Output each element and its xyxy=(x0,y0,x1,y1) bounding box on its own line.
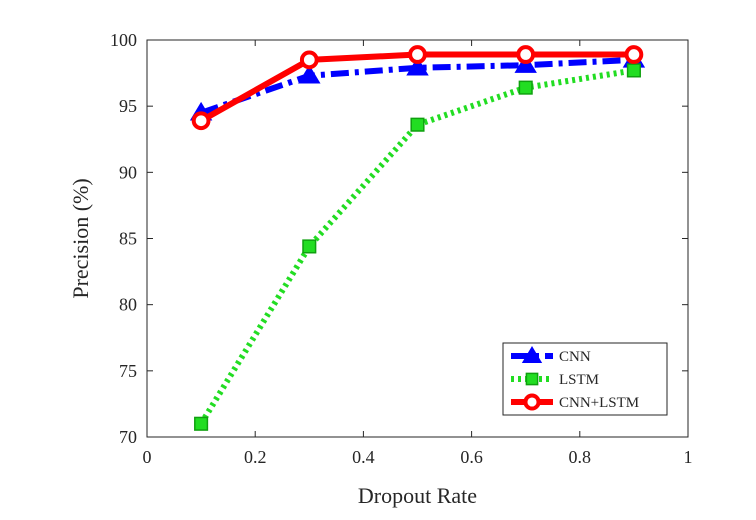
legend-item: CNN xyxy=(511,346,591,365)
y-tick-label: 90 xyxy=(119,162,137,182)
data-point xyxy=(408,45,427,64)
y-tick-label: 80 xyxy=(119,295,137,315)
legend-item: CNN+LSTM xyxy=(511,393,639,411)
y-tick-label: 95 xyxy=(119,96,137,116)
data-point xyxy=(299,50,319,70)
axes-layer: 0 0.2 0.4 0.6 0.8 1 70 75 80 85 90 95 100 xyxy=(110,30,693,467)
data-point xyxy=(624,45,644,64)
data-point xyxy=(626,63,641,78)
x-tick-label: 0.6 xyxy=(460,447,483,467)
data-point xyxy=(298,64,321,84)
x-axis-label: Dropout Rate xyxy=(358,483,477,508)
legend-marker xyxy=(525,372,539,386)
data-point xyxy=(410,117,425,132)
data-point xyxy=(194,416,209,431)
legend-marker xyxy=(523,393,541,411)
series-lstm xyxy=(194,63,641,431)
y-tick-label: 85 xyxy=(119,229,137,249)
data-point xyxy=(518,80,533,95)
x-tick-label: 0.8 xyxy=(569,447,592,467)
legend-marker xyxy=(521,346,543,363)
x-tick-label: 1 xyxy=(684,447,693,467)
legend: CNN LSTM CNN+LSTM xyxy=(502,342,668,416)
data-point xyxy=(406,56,429,76)
legend-label: CNN+LSTM xyxy=(559,395,639,411)
legend-label: CNN xyxy=(559,349,591,365)
x-tick-label: 0.4 xyxy=(352,447,375,467)
y-tick-label: 100 xyxy=(110,30,137,50)
series-line xyxy=(200,56,635,116)
y-tick-label: 70 xyxy=(119,427,137,447)
legend-label: LSTM xyxy=(559,372,599,388)
x-tick-label: 0.2 xyxy=(244,447,267,467)
series-cnn-lstm xyxy=(191,45,644,131)
data-point xyxy=(514,54,537,73)
legend-item: LSTM xyxy=(511,372,599,388)
data-point xyxy=(516,45,536,64)
data-point xyxy=(191,111,211,131)
y-axis-label: Precision (%) xyxy=(68,178,93,298)
data-point xyxy=(302,239,317,254)
y-tick-label: 75 xyxy=(119,361,137,381)
series-layer xyxy=(189,45,646,431)
x-tick-label: 0 xyxy=(143,447,152,467)
